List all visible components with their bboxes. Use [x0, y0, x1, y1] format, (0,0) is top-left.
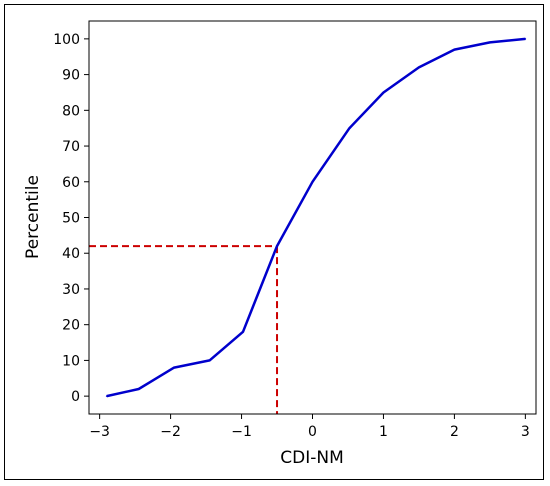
series-line	[106, 37, 526, 398]
plot-area	[88, 20, 537, 415]
data-point	[382, 91, 385, 94]
cdf-chart: −3 −2 −1 0 1 2 3 0 10 20 30 40 50 60 70 80 90 100 CDI-NM…	[23, 20, 537, 468]
y-tick-label: 30	[62, 282, 80, 298]
x-tick-label: 0	[308, 424, 317, 440]
y-tick-label: 10	[62, 353, 80, 369]
data-point	[418, 66, 420, 69]
y-tick-label: 40	[62, 246, 80, 262]
data-point	[137, 388, 140, 390]
x-tick-label: −2	[160, 424, 181, 440]
data-point	[242, 331, 244, 333]
chart-frame: −3 −2 −1 0 1 2 3 0 10 20 30 40 50 60 70 80 90 100 CDI-NM…	[4, 4, 544, 480]
data-point	[348, 127, 351, 129]
y-tick-label: 70	[62, 139, 80, 155]
x-tick-label: −1	[231, 424, 252, 440]
data-point	[489, 41, 491, 44]
x-tick-label: −3	[89, 424, 110, 440]
x-tick-label: 1	[379, 424, 388, 440]
y-tick-label: 0	[71, 389, 80, 405]
data-point	[208, 359, 211, 362]
data-point	[276, 245, 278, 247]
data-point	[105, 395, 108, 397]
x-tick-label: 3	[521, 424, 530, 440]
y-tick-label: 100	[53, 32, 80, 48]
data-point	[311, 180, 314, 183]
y-tick-label: 50	[62, 211, 80, 227]
x-tick-label: 2	[450, 424, 459, 440]
y-tick-label: 60	[62, 175, 80, 191]
y-tick-label: 90	[62, 68, 80, 84]
data-point	[524, 38, 527, 40]
y-axis-label: Percentile	[23, 175, 43, 259]
y-tick-label: 80	[62, 103, 80, 119]
data-point	[173, 366, 175, 369]
data-point	[453, 48, 456, 51]
x-axis-label: CDI-NM	[280, 448, 344, 468]
y-tick-label: 20	[62, 318, 80, 334]
